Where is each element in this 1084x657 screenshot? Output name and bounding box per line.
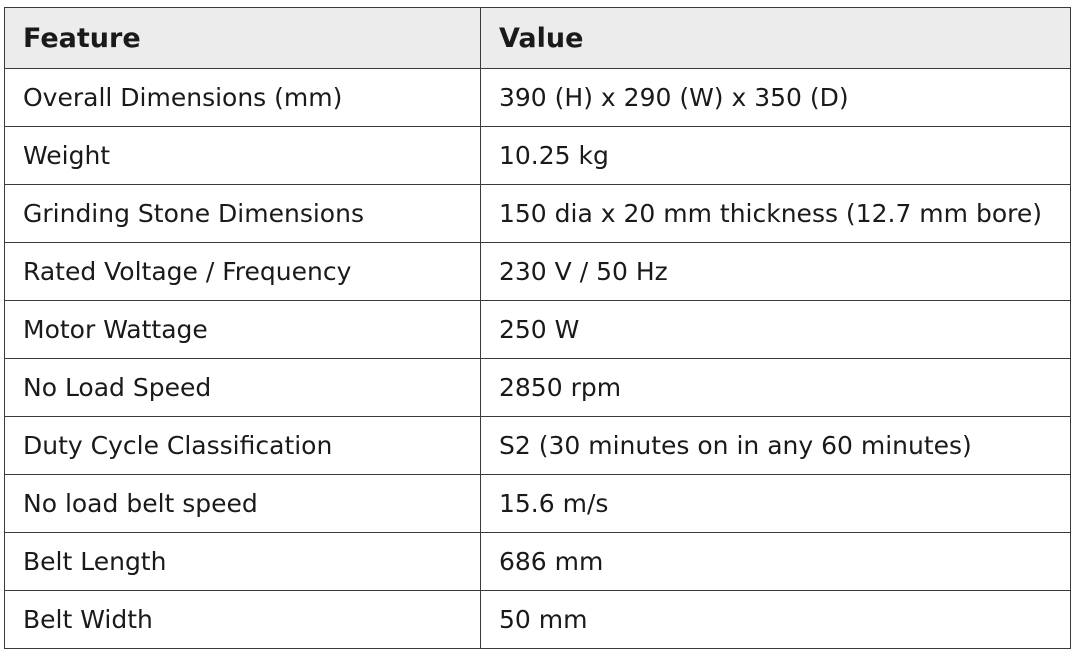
table-row: No Load Speed 2850 rpm bbox=[4, 358, 1071, 417]
feature-cell: Rated Voltage / Frequency bbox=[4, 242, 481, 301]
feature-cell: Belt Length bbox=[4, 532, 481, 591]
table-row: Belt Width 50 mm bbox=[4, 590, 1071, 649]
header-value: Value bbox=[480, 7, 1071, 69]
table-row: No load belt speed 15.6 m/s bbox=[4, 474, 1071, 533]
value-cell: 390 (H) x 290 (W) x 350 (D) bbox=[480, 68, 1071, 127]
header-feature: Feature bbox=[4, 7, 481, 69]
table-row: Weight 10.25 kg bbox=[4, 126, 1071, 185]
feature-cell: No load belt speed bbox=[4, 474, 481, 533]
feature-cell: Motor Wattage bbox=[4, 300, 481, 359]
value-cell: 230 V / 50 Hz bbox=[480, 242, 1071, 301]
table-header: Feature Value bbox=[4, 7, 1071, 69]
value-cell: 10.25 kg bbox=[480, 126, 1071, 185]
table-row: Rated Voltage / Frequency 230 V / 50 Hz bbox=[4, 242, 1071, 301]
value-cell: 250 W bbox=[480, 300, 1071, 359]
feature-cell: Duty Cycle Classification bbox=[4, 416, 481, 475]
table-row: Overall Dimensions (mm) 390 (H) x 290 (W… bbox=[4, 68, 1071, 127]
value-cell: 2850 rpm bbox=[480, 358, 1071, 417]
feature-cell: Overall Dimensions (mm) bbox=[4, 68, 481, 127]
value-cell: 150 dia x 20 mm thickness (12.7 mm bore) bbox=[480, 184, 1071, 243]
table-body: Overall Dimensions (mm) 390 (H) x 290 (W… bbox=[4, 68, 1071, 649]
spec-table: Feature Value Overall Dimensions (mm) 39… bbox=[4, 7, 1071, 649]
table-row: Motor Wattage 250 W bbox=[4, 300, 1071, 359]
feature-cell: Belt Width bbox=[4, 590, 481, 649]
table-row: Duty Cycle Classification S2 (30 minutes… bbox=[4, 416, 1071, 475]
table-row: Belt Length 686 mm bbox=[4, 532, 1071, 591]
feature-cell: Grinding Stone Dimensions bbox=[4, 184, 481, 243]
header-row: Feature Value bbox=[4, 7, 1071, 69]
value-cell: 50 mm bbox=[480, 590, 1071, 649]
feature-cell: Weight bbox=[4, 126, 481, 185]
value-cell: 15.6 m/s bbox=[480, 474, 1071, 533]
table-row: Grinding Stone Dimensions 150 dia x 20 m… bbox=[4, 184, 1071, 243]
value-cell: 686 mm bbox=[480, 532, 1071, 591]
feature-cell: No Load Speed bbox=[4, 358, 481, 417]
value-cell: S2 (30 minutes on in any 60 minutes) bbox=[480, 416, 1071, 475]
